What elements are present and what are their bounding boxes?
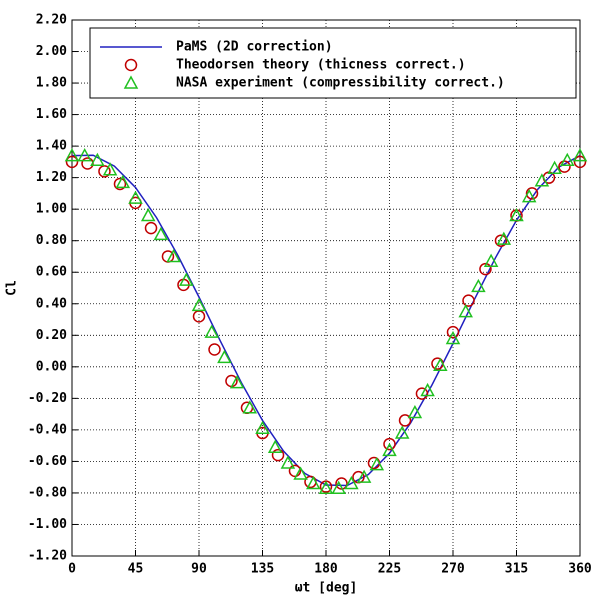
marker [242, 400, 258, 414]
x-tick-label: 45 [128, 562, 144, 577]
y-tick-label: -0.40 [28, 422, 67, 437]
y-tick-label: 1.80 [36, 76, 67, 91]
y-tick-label: 2.20 [36, 13, 67, 28]
y-tick-label: -1.20 [28, 549, 67, 564]
marker [496, 231, 512, 245]
marker [288, 464, 302, 478]
y-tick-label: -0.80 [28, 485, 67, 500]
x-tick-label: 315 [505, 562, 528, 577]
y-tick-label: -1.00 [28, 517, 67, 532]
marker [77, 148, 92, 162]
marker [217, 349, 232, 364]
marker [64, 148, 80, 162]
marker [356, 469, 372, 483]
marker [102, 162, 118, 176]
marker [560, 152, 575, 167]
marker [446, 325, 460, 339]
marker [115, 174, 131, 189]
marker [558, 160, 571, 173]
marker [382, 442, 397, 457]
marker [433, 357, 448, 371]
y-tick-label: 2.00 [36, 44, 67, 59]
legend-box [89, 27, 577, 99]
marker [479, 262, 492, 276]
legend-label: Theodorsen theory (thicness correct.) [176, 58, 466, 73]
marker [572, 148, 588, 162]
x-axis-label: ωt [deg] [295, 581, 358, 596]
marker [318, 480, 334, 494]
marker [293, 466, 308, 480]
y-tick-label: 1.40 [36, 139, 67, 154]
marker [144, 221, 158, 235]
marker [271, 448, 285, 462]
marker [398, 414, 412, 427]
x-tick-label: 225 [378, 562, 401, 577]
marker [471, 278, 486, 293]
marker [229, 375, 245, 389]
marker [267, 439, 283, 453]
y-axis-label: Cl [5, 280, 20, 296]
legend: PaMS (2D correction) Theodorsen theory (t… [89, 27, 577, 99]
marker [462, 294, 475, 307]
series-line [71, 154, 581, 487]
marker [483, 253, 499, 267]
marker [65, 155, 79, 169]
marker [534, 173, 550, 187]
y-tick-label: 0.80 [36, 233, 67, 248]
marker [204, 324, 219, 338]
x-tick-label: 270 [441, 562, 465, 577]
marker [128, 190, 143, 204]
marker [344, 475, 359, 490]
y-tick-label: 1.20 [36, 170, 67, 185]
marker [547, 160, 562, 174]
marker [179, 272, 194, 286]
marker [124, 58, 138, 72]
y-tick-label: 1.00 [36, 202, 67, 217]
marker [407, 404, 423, 419]
x-tick-label: 135 [251, 562, 274, 577]
x-tick-label: 360 [568, 562, 592, 577]
marker [383, 437, 396, 451]
marker [90, 152, 105, 167]
marker [445, 330, 461, 345]
marker [369, 456, 385, 471]
y-tick-label: -0.20 [28, 391, 67, 406]
marker [494, 234, 508, 247]
y-tick-label: 0.60 [36, 265, 67, 280]
marker [509, 207, 524, 222]
marker [191, 297, 207, 312]
marker [81, 157, 94, 170]
marker [255, 420, 270, 435]
plot-frame [71, 19, 581, 557]
legend-label: PaMS (2D correction) [176, 40, 333, 55]
marker [458, 304, 473, 318]
marker [525, 187, 539, 200]
marker [331, 480, 346, 494]
marker [153, 226, 169, 241]
marker [335, 477, 348, 490]
marker [420, 382, 435, 397]
marker [280, 455, 296, 469]
marker [415, 387, 429, 400]
x-tick-label: 0 [68, 562, 76, 577]
marker [113, 177, 127, 191]
x-tick-label: 90 [191, 562, 207, 577]
legend-label: NASA experiment (compressibility correct… [176, 76, 505, 91]
marker [140, 207, 156, 222]
y-tick-label: 1.60 [36, 107, 67, 122]
marker [306, 475, 321, 490]
y-tick-label: 0.00 [36, 359, 67, 374]
marker [573, 155, 587, 169]
y-tick-label: 0.20 [36, 328, 67, 343]
y-tick-label: -0.60 [28, 454, 67, 469]
x-tick-label: 180 [314, 562, 338, 577]
marker [166, 248, 181, 263]
marker [521, 188, 537, 203]
marker [394, 425, 410, 439]
marker [123, 75, 139, 89]
y-tick-label: 0.40 [36, 296, 67, 311]
marker [208, 343, 221, 356]
